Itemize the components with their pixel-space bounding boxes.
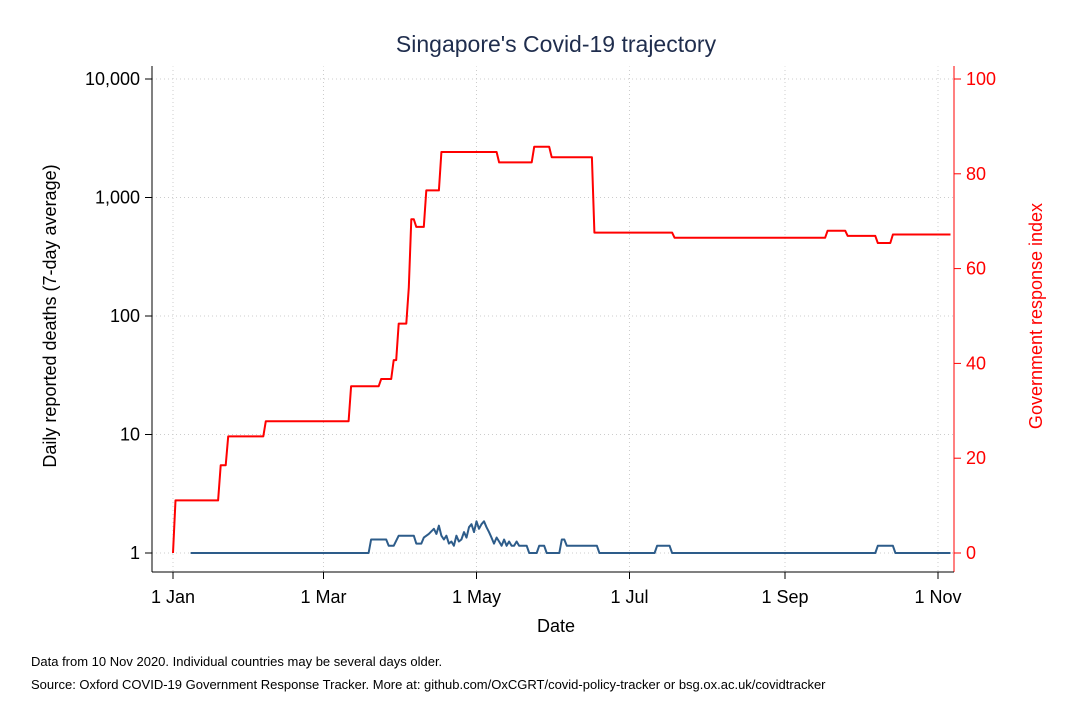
x-tick-label: 1 May (452, 587, 501, 607)
right-tick-label: 60 (966, 259, 986, 279)
series-line-deaths (190, 520, 951, 554)
right-tick-label: 80 (966, 164, 986, 184)
left-tick-label: 10,000 (85, 69, 140, 89)
grid (152, 66, 954, 572)
x-axis: 1 Jan 1 Mar 1 May 1 Jul 1 Sep 1 Nov (151, 571, 962, 607)
plot-frame (151, 65, 955, 573)
left-tick-label: 1 (130, 543, 140, 563)
series-line-response (172, 145, 951, 554)
x-tick-label: 1 Jan (151, 587, 195, 607)
source-note: Source: Oxford COVID-19 Government Respo… (31, 677, 826, 692)
x-tick-label: 1 Jul (610, 587, 648, 607)
x-tick-label: 1 Sep (761, 587, 808, 607)
left-axis: 1 10 100 1,000 10,000 (85, 66, 153, 572)
right-tick-label: 100 (966, 69, 996, 89)
y-axis-right-label: Government response index (1026, 203, 1046, 429)
right-axis: 0 20 40 60 80 100 (953, 66, 996, 572)
y-axis-left-label: Daily reported deaths (7-day average) (40, 164, 60, 467)
x-axis-label: Date (537, 616, 575, 636)
x-tick-label: 1 Nov (914, 587, 961, 607)
x-tick-label: 1 Mar (300, 587, 346, 607)
series-layer (172, 145, 951, 554)
data-date-note: Data from 10 Nov 2020. Individual countr… (31, 654, 443, 669)
left-tick-label: 1,000 (95, 188, 140, 208)
left-tick-label: 10 (120, 425, 140, 445)
right-tick-label: 40 (966, 353, 986, 373)
left-tick-label: 100 (110, 306, 140, 326)
plot-area (151, 65, 955, 573)
chart-title: Singapore's Covid-19 trajectory (396, 31, 717, 57)
right-tick-label: 20 (966, 448, 986, 468)
right-tick-label: 0 (966, 543, 976, 563)
